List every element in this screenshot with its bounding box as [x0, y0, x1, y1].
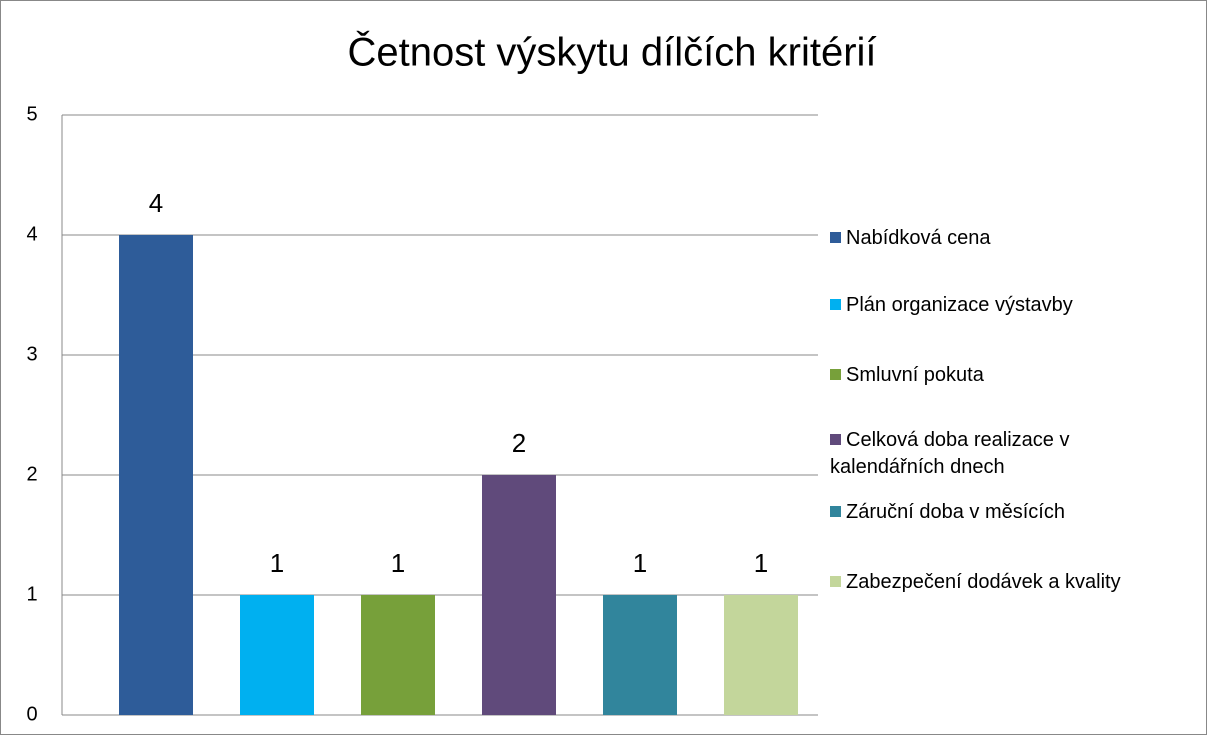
bar — [724, 595, 798, 715]
legend-swatch — [830, 434, 841, 445]
legend-label: Nabídková cena — [846, 227, 991, 249]
legend-item: Záruční doba v měsících — [830, 499, 1205, 526]
data-label: 1 — [754, 548, 768, 578]
legend-item: Nabídková cena — [830, 225, 1205, 252]
bar — [240, 595, 314, 715]
y-tick-label: 3 — [26, 343, 37, 365]
legend-item: Plán organizace výstavby — [830, 292, 1205, 319]
y-tick-label: 5 — [26, 103, 37, 125]
legend-label: Celková doba realizace v kalendářních dn… — [830, 429, 1070, 478]
data-label: 1 — [391, 548, 405, 578]
legend-item: Smluvní pokuta — [830, 362, 1205, 389]
legend-item: Zabezpečení dodávek a kvality — [830, 569, 1205, 596]
legend-swatch — [830, 369, 841, 380]
legend-swatch — [830, 232, 841, 243]
bar — [482, 475, 556, 715]
data-label: 1 — [270, 548, 284, 578]
legend-label: Plán organizace výstavby — [846, 294, 1073, 316]
y-tick-label: 4 — [26, 223, 37, 245]
y-tick-label: 2 — [26, 463, 37, 485]
y-tick-label: 0 — [26, 703, 37, 725]
legend-label: Smluvní pokuta — [846, 364, 984, 386]
data-label: 4 — [149, 188, 163, 218]
chart-title: Četnost výskytu dílčích kritérií — [347, 30, 876, 75]
legend-label: Zabezpečení dodávek a kvality — [846, 571, 1121, 593]
bar — [119, 235, 193, 715]
data-label: 2 — [512, 428, 526, 458]
bar — [603, 595, 677, 715]
y-tick-label: 1 — [26, 583, 37, 605]
bar — [361, 595, 435, 715]
legend-swatch — [830, 299, 841, 310]
data-label: 1 — [633, 548, 647, 578]
legend-swatch — [830, 576, 841, 587]
legend-label: Záruční doba v měsících — [846, 501, 1065, 523]
legend-item: Celková doba realizace v kalendářních dn… — [830, 427, 1130, 481]
legend-swatch — [830, 506, 841, 517]
